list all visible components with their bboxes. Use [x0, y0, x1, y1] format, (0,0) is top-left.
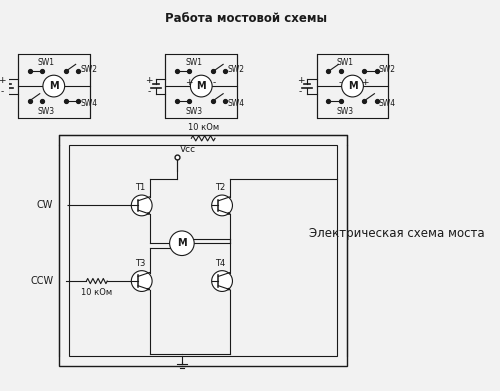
Text: T1: T1	[134, 183, 145, 192]
Text: -: -	[148, 87, 151, 96]
Text: T2: T2	[215, 183, 226, 192]
Text: Vcc: Vcc	[180, 145, 196, 154]
Text: -: -	[212, 78, 216, 87]
Text: SW3: SW3	[185, 108, 202, 117]
Text: SW3: SW3	[38, 108, 55, 117]
Text: M: M	[49, 81, 58, 91]
Text: SW2: SW2	[379, 65, 396, 74]
Text: M: M	[177, 238, 186, 248]
Text: T4: T4	[215, 259, 226, 268]
Text: M: M	[348, 81, 358, 91]
Text: CW: CW	[37, 201, 54, 210]
Polygon shape	[148, 288, 150, 290]
Text: Работа мостовой схемы: Работа мостовой схемы	[164, 12, 327, 25]
Polygon shape	[228, 213, 230, 214]
Text: SW1: SW1	[185, 57, 202, 67]
Text: Электрическая схема моста: Электрическая схема моста	[309, 227, 485, 240]
Text: -: -	[0, 87, 4, 96]
Text: SW4: SW4	[228, 99, 245, 108]
Circle shape	[212, 271, 233, 291]
Text: SW3: SW3	[336, 108, 353, 117]
Text: SW2: SW2	[228, 65, 244, 74]
Text: M: M	[196, 81, 206, 91]
Text: T3: T3	[134, 259, 145, 268]
Text: +: +	[297, 76, 304, 85]
Text: -: -	[338, 78, 342, 87]
Text: SW2: SW2	[80, 65, 98, 74]
Circle shape	[132, 271, 152, 291]
Polygon shape	[148, 213, 150, 214]
Circle shape	[190, 75, 212, 97]
Text: +: +	[0, 76, 6, 85]
Circle shape	[170, 231, 194, 256]
Text: 10 кОм: 10 кОм	[81, 288, 112, 297]
Text: +: +	[185, 78, 192, 87]
Circle shape	[212, 195, 233, 216]
Circle shape	[43, 75, 64, 97]
Text: CCW: CCW	[30, 276, 54, 286]
Text: SW1: SW1	[38, 57, 54, 67]
Polygon shape	[228, 288, 230, 290]
Circle shape	[132, 195, 152, 216]
Text: 10 кОм: 10 кОм	[188, 123, 218, 132]
Text: -: -	[299, 87, 302, 96]
Circle shape	[342, 75, 363, 97]
Text: SW1: SW1	[336, 57, 353, 67]
Text: +: +	[146, 76, 153, 85]
Text: SW4: SW4	[379, 99, 396, 108]
Text: SW4: SW4	[80, 99, 98, 108]
Text: +: +	[362, 78, 369, 87]
